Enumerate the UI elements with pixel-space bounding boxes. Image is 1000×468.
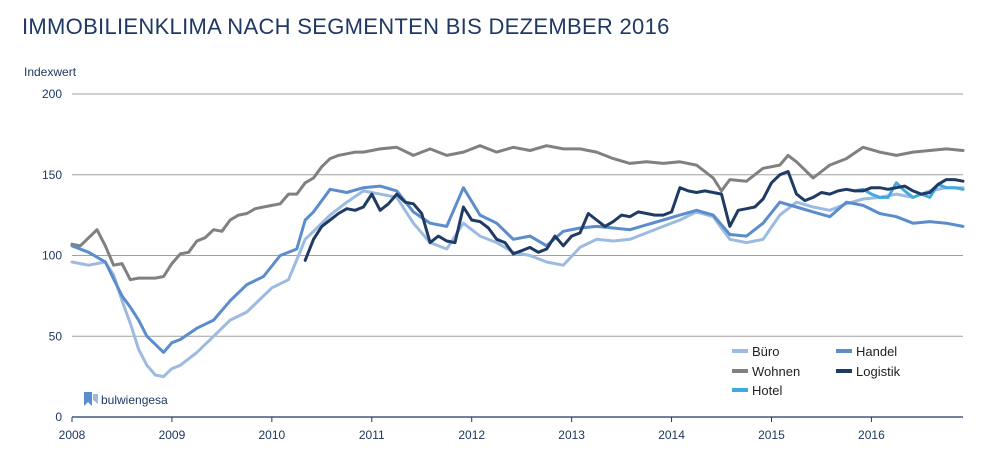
- x-tick-label-2014: 2014: [658, 428, 685, 442]
- x-tick-label-2010: 2010: [258, 428, 285, 442]
- x-tick-label-2009: 2009: [159, 428, 186, 442]
- x-tick-label-2016: 2016: [858, 428, 885, 442]
- legend-label-logistik: Logistik: [856, 364, 901, 379]
- series-line-wohnen: [70, 144, 965, 282]
- legend-label-wohnen: Wohnen: [752, 364, 800, 379]
- y-tick-label-150: 150: [42, 168, 62, 182]
- series-line-hotel: [853, 181, 965, 199]
- series-line-logistik: [303, 170, 965, 262]
- x-tick-label-2012: 2012: [458, 428, 485, 442]
- logo-mark-icon: [84, 392, 92, 406]
- x-tick-label-2008: 2008: [59, 428, 86, 442]
- y-tick-label-200: 200: [42, 87, 62, 101]
- y-axis-label: Indexwert: [24, 65, 77, 79]
- series-line-handel: [70, 184, 965, 354]
- y-tick-labels: 0 50 100 150 200: [42, 87, 62, 424]
- x-tick-label-2015: 2015: [758, 428, 785, 442]
- legend-label-buero: Büro: [752, 344, 779, 359]
- legend: Büro Wohnen Hotel Handel Logistik: [732, 344, 901, 398]
- grid-lines: [72, 93, 963, 337]
- y-tick-label-0: 0: [55, 410, 62, 424]
- legend-label-hotel: Hotel: [752, 383, 782, 398]
- y-tick-label-50: 50: [49, 329, 63, 343]
- x-tick-label-2013: 2013: [558, 428, 585, 442]
- logo-text: bulwiengesa: [101, 393, 168, 407]
- bulwiengesa-logo: bulwiengesa: [84, 392, 168, 407]
- series-line-buero: [70, 186, 965, 379]
- y-tick-label-100: 100: [42, 249, 62, 263]
- chart-title: IMMOBILIENKLIMA NACH SEGMENTEN BIS DEZEM…: [22, 14, 670, 39]
- logo-mark-accent-icon: [93, 394, 98, 404]
- x-tick-label-2011: 2011: [359, 428, 385, 442]
- x-axis: 2008 2009 2010 2011 2012 2013 2014 2015 2016: [59, 416, 963, 442]
- series-lines: [70, 144, 965, 379]
- legend-label-handel: Handel: [856, 344, 897, 359]
